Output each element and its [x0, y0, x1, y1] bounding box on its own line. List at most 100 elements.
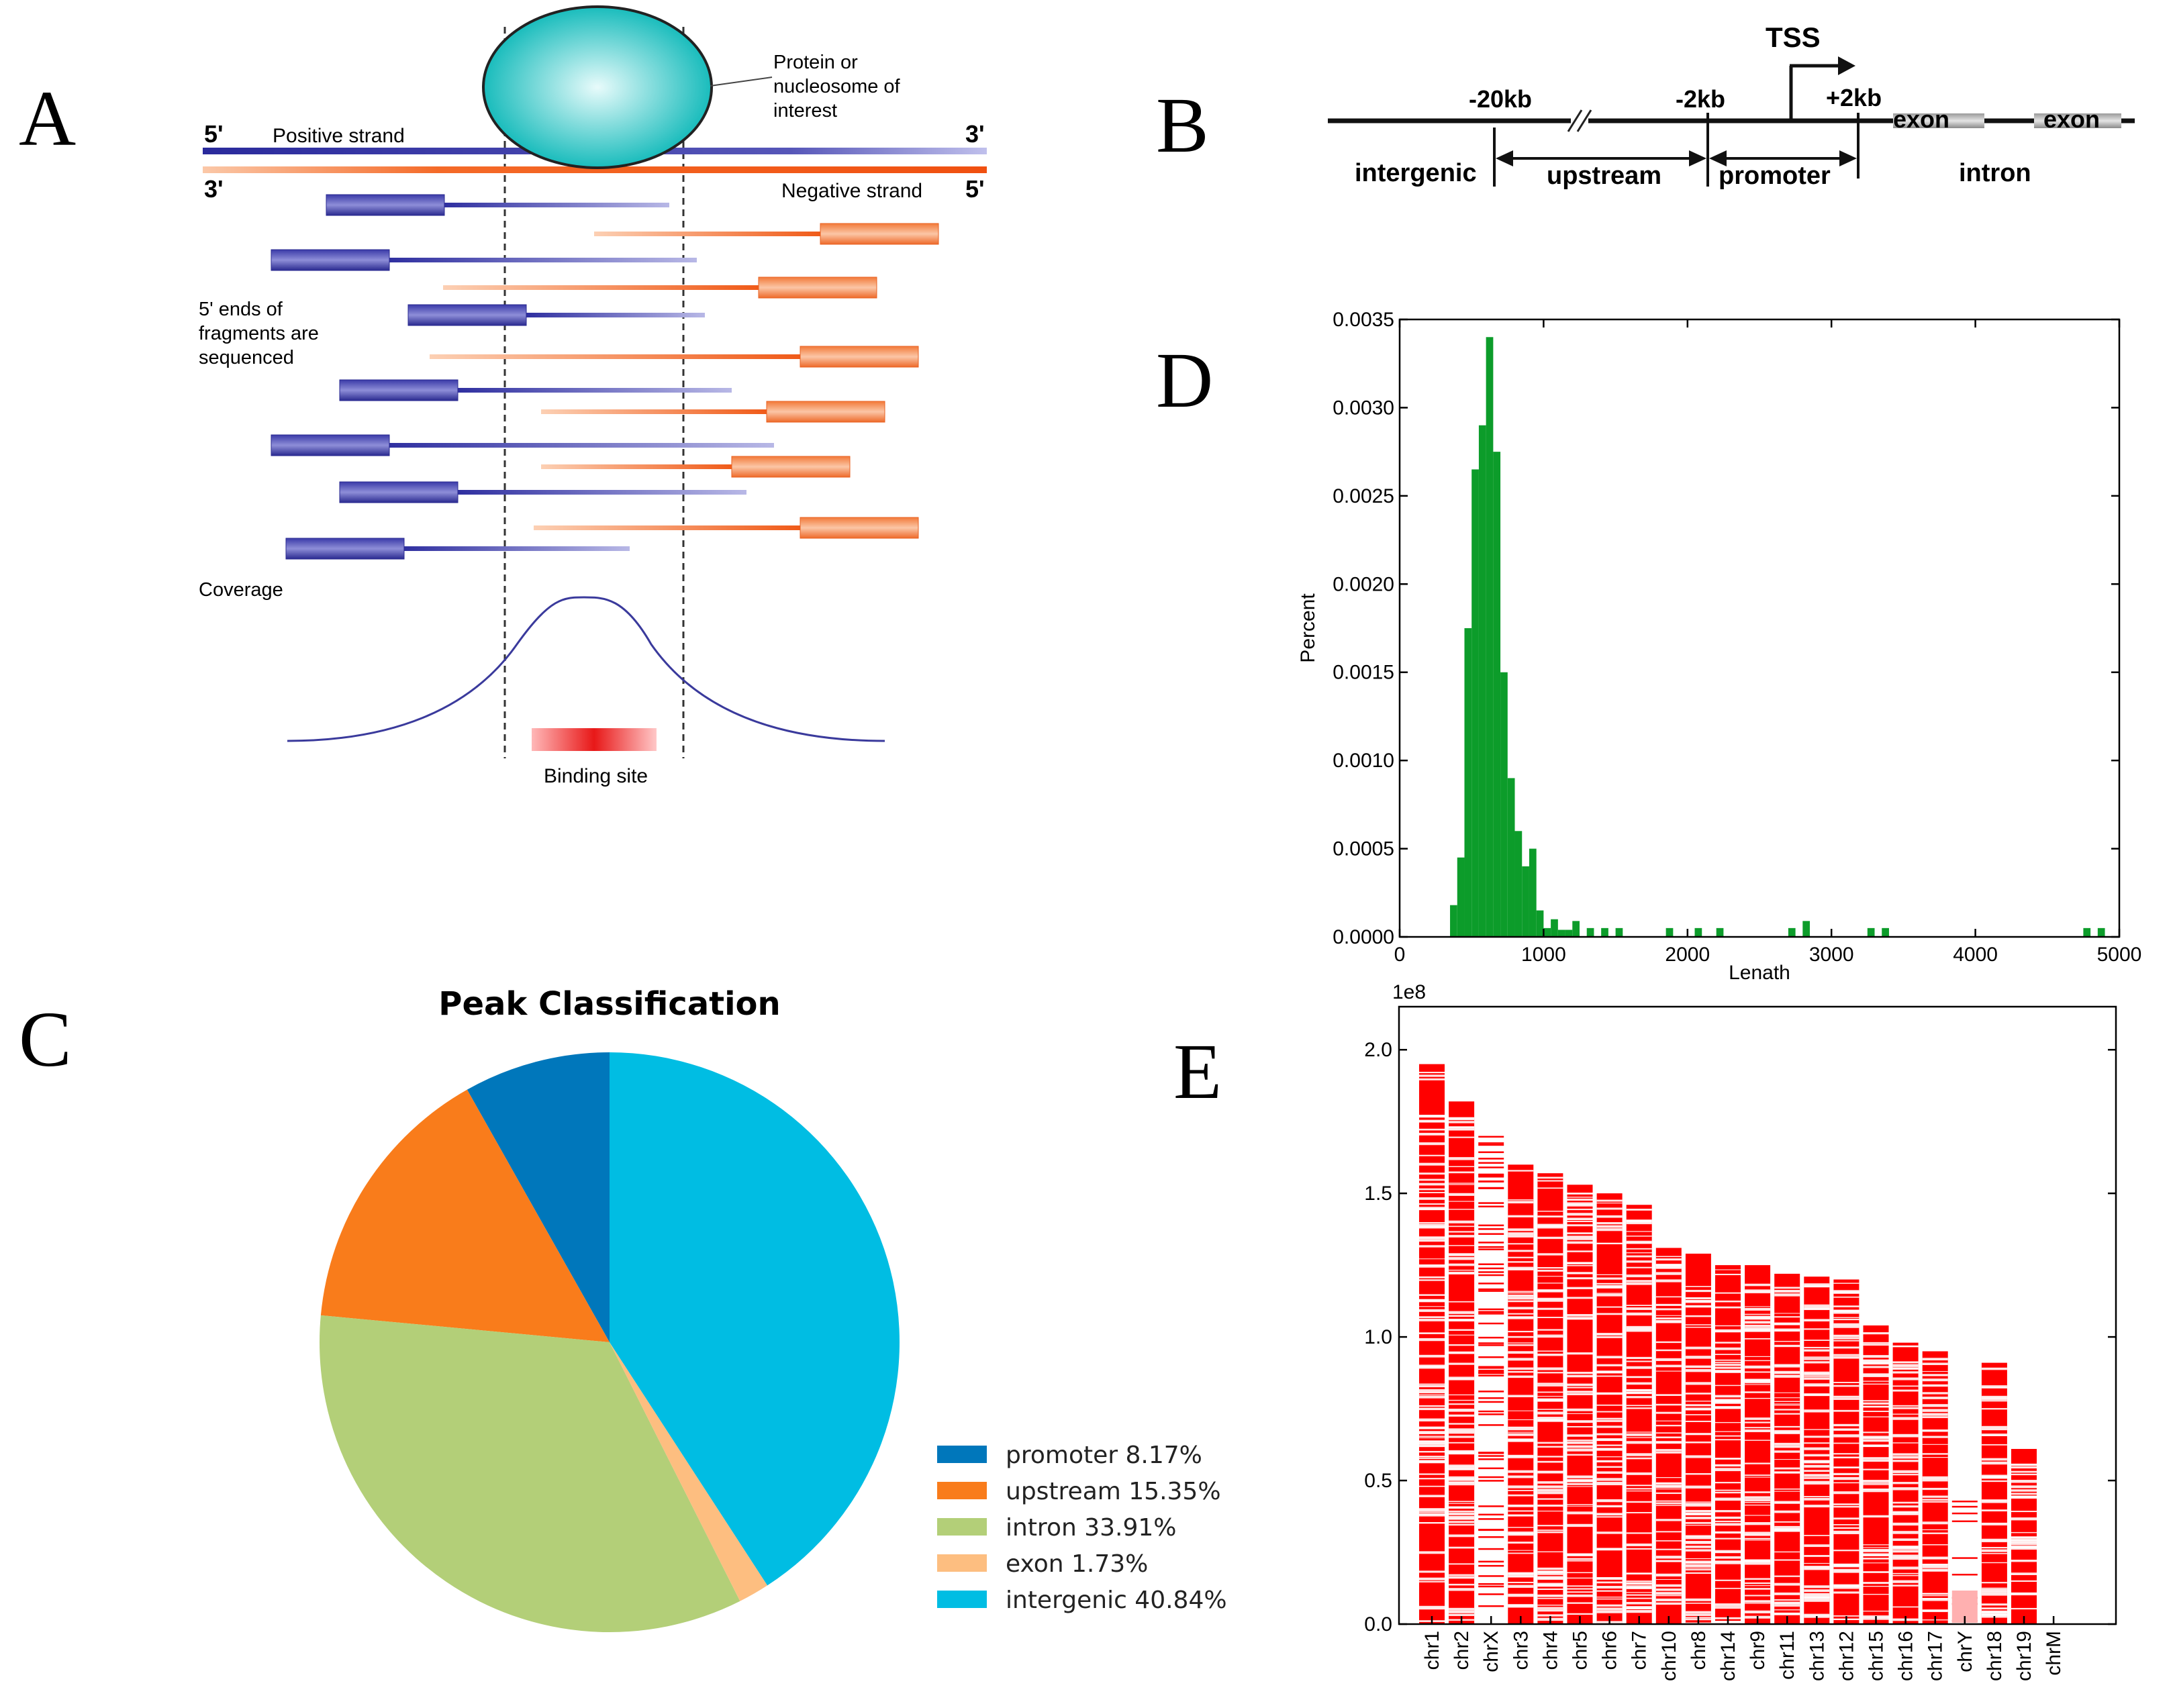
- chromosome-bar-gap: [1537, 1353, 1563, 1356]
- chromosome-bar-gap: [1508, 1313, 1534, 1315]
- chromosome-bar-gap: [1685, 1504, 1711, 1507]
- chromosome-bar-gap: [1863, 1585, 1889, 1587]
- chromosome-bar-gap: [1715, 1516, 1741, 1519]
- chromosome-bar-gap: [1419, 1446, 1445, 1448]
- chromosome-bar-gap: [1419, 1128, 1445, 1131]
- chromosome-tick-label: chr18: [1984, 1631, 2006, 1681]
- chromosome-bar-gap: [1419, 1444, 1445, 1447]
- negative-fragment: [534, 517, 919, 539]
- chromosome-bar-gap: [1685, 1611, 1711, 1614]
- panel-letter-d: D: [1156, 336, 1214, 424]
- chromosome-bar-gap: [1655, 1592, 1682, 1595]
- chromosome-bar-gap: [1449, 1129, 1475, 1131]
- chromosome-bar-gap: [1833, 1291, 1860, 1294]
- chromosome-bar-gap: [1655, 1303, 1682, 1306]
- chromosome-bar-chr14: [1715, 1265, 1741, 1624]
- chromosome-bar-gap: [1863, 1373, 1889, 1376]
- chromosome-bar-gap: [1626, 1580, 1652, 1583]
- y-tick-label: 0.0025: [1333, 485, 1394, 507]
- chromosome-bar-gap: [1567, 1408, 1593, 1411]
- chromosome-bar-gap: [2011, 1592, 2037, 1595]
- three-prime-right: 3': [965, 120, 985, 148]
- chromosome-bar-gap: [1449, 1399, 1475, 1401]
- intergenic-region-label: intergenic: [1355, 159, 1477, 187]
- chromosome-bar-gap: [1833, 1568, 1860, 1572]
- y-tick-label: 0.0030: [1333, 397, 1394, 419]
- chromosome-bar-gap: [1537, 1470, 1563, 1474]
- chromosome-bar-gap: [1863, 1489, 1889, 1493]
- positive-fragment: [285, 538, 630, 560]
- chromosome-bar-gap: [2011, 1473, 2037, 1476]
- chromosome-bar-gap: [1863, 1459, 1889, 1462]
- chromosome-bar-gap: [1596, 1433, 1623, 1436]
- chromosome-bar-gap: [1508, 1367, 1534, 1369]
- chromosome-bar-gap: [1863, 1383, 1889, 1385]
- chromosome-bar-gap: [1449, 1315, 1475, 1317]
- chromosome-bar-gap: [1419, 1366, 1445, 1369]
- chromosome-bar-gap: [1508, 1427, 1534, 1431]
- chromosome-peak-stripe: [1478, 1151, 1504, 1154]
- chromosome-bar-gap: [1655, 1588, 1682, 1591]
- chromosome-peak-stripe: [1478, 1246, 1504, 1248]
- chromosome-peak-stripe: [1951, 1557, 1978, 1559]
- chromosome-bar-gap: [1892, 1550, 1919, 1553]
- chromosome-bar-gap: [1863, 1406, 1889, 1408]
- chromosome-bar-gap: [1626, 1609, 1652, 1613]
- chromosome-bar-gap: [1655, 1451, 1682, 1454]
- chromosome-bar-gap: [1596, 1375, 1623, 1377]
- histogram-axes: 0 1000 2000 3000 4000 5000 0.0000 0.0005 0.0010 0…: [1333, 309, 2141, 966]
- chromosome-bar-gap: [1508, 1256, 1534, 1258]
- chromosome-bar-gap: [1685, 1356, 1711, 1359]
- chromosome-bar-gap: [1774, 1370, 1800, 1374]
- chromosome-bar-gap: [1863, 1400, 1889, 1402]
- histogram-bar: [1788, 927, 1796, 937]
- chromosome-peak-stripe: [1478, 1370, 1504, 1372]
- chromosome-bar-gap: [1537, 1317, 1563, 1319]
- chromosome-peak-stripe: [1478, 1242, 1504, 1244]
- chromosome-bar-gap: [1596, 1417, 1623, 1420]
- chromosome-bar-gap: [1537, 1385, 1563, 1387]
- chromosome-bar-gap: [1596, 1604, 1623, 1607]
- pie-slice-upstream: [320, 1089, 610, 1342]
- chromosome-bar-gap: [1508, 1455, 1534, 1458]
- chromosome-bar-gap: [1537, 1525, 1563, 1527]
- chromosome-bar-fill: [1419, 1064, 1445, 1624]
- chromosome-bar-gap: [2011, 1607, 2037, 1610]
- chromosome-bar-gap: [1715, 1482, 1741, 1484]
- chromosome-bar-gap: [1685, 1286, 1711, 1287]
- chromosome-bar-gap: [1833, 1524, 1860, 1525]
- chromosome-bar-gap: [2011, 1545, 2037, 1548]
- chromosome-bar-gap: [1419, 1119, 1445, 1123]
- chromosome-bar-gap: [1922, 1521, 1948, 1525]
- chromosome-bar-gap: [1774, 1459, 1800, 1460]
- chromosome-bar-gap: [2011, 1463, 2037, 1466]
- chromosome-bar-gap: [1449, 1611, 1475, 1613]
- five-prime-right: 5': [965, 175, 985, 203]
- chromosome-bar-gap: [2011, 1493, 2037, 1495]
- chromosome-bar-gap: [1892, 1574, 1919, 1576]
- chromosome-bar-gap: [1804, 1349, 1830, 1352]
- chromosome-bar-gap: [1449, 1523, 1475, 1526]
- chromosome-bar-gap: [1419, 1132, 1445, 1135]
- chromosome-bar-gap: [1626, 1594, 1652, 1596]
- chromosome-bar-gap: [1626, 1431, 1652, 1433]
- chromosome-bar-gap: [1596, 1482, 1623, 1484]
- chromosome-bar-gap: [1863, 1374, 1889, 1377]
- chromosome-bar-fill: [1596, 1193, 1623, 1624]
- chromosome-bar-chr17: [1922, 1351, 1948, 1624]
- chromosome-bar-gap: [1804, 1283, 1830, 1286]
- chromosome-bar-gap: [1981, 1500, 2007, 1503]
- chromosome-bar-gap: [2011, 1485, 2037, 1489]
- chromosome-bar-gap: [1419, 1239, 1445, 1242]
- chromosome-bar-chr1: [1419, 1064, 1445, 1624]
- chromosome-bar-gap: [1449, 1563, 1475, 1565]
- chromosome-bar-gap: [1419, 1162, 1445, 1166]
- x-tick-label: 1000: [1521, 944, 1566, 966]
- chromosome-bar-gap: [1419, 1258, 1445, 1260]
- chromosome-bar-gap: [1626, 1360, 1652, 1362]
- chromosome-bar-chr9: [1745, 1265, 1771, 1624]
- chromosome-bar-gap: [1981, 1562, 2007, 1564]
- chromosome-bar-gap: [1567, 1202, 1593, 1205]
- chromosome-bar-gap: [1922, 1532, 1948, 1534]
- chromosome-bar-gap: [1981, 1444, 2007, 1446]
